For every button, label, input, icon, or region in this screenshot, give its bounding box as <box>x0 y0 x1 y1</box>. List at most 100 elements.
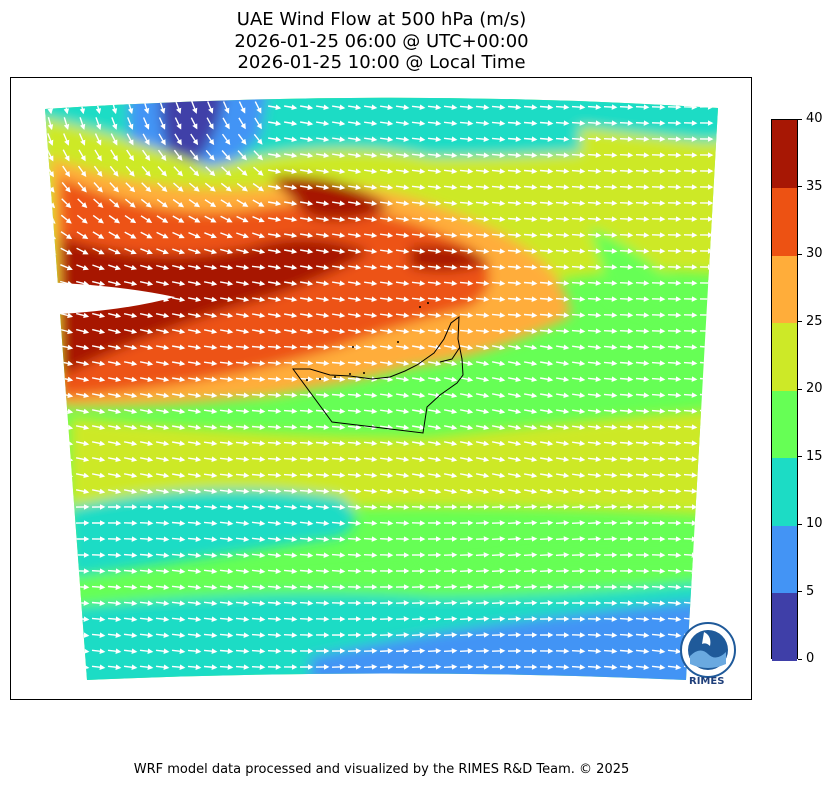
wind-arrow <box>91 440 106 447</box>
wind-arrow <box>683 424 698 430</box>
internal-border <box>439 346 461 363</box>
wind-arrow <box>555 456 570 463</box>
wind-arrow <box>220 232 233 239</box>
wind-arrow <box>364 312 378 319</box>
wind-arrow <box>267 184 282 191</box>
wind-arrow <box>411 648 426 654</box>
wind-arrow <box>283 552 298 558</box>
wind-arrow <box>141 165 151 177</box>
wind-arrow <box>77 182 87 193</box>
wind-arrow <box>251 488 266 494</box>
wind-arrow <box>443 248 458 254</box>
wind-arrow <box>619 296 634 302</box>
colorbar-tick <box>798 388 802 390</box>
wind-arrow <box>571 328 586 334</box>
wind-arrow <box>683 456 698 462</box>
wind-arrow <box>172 264 186 271</box>
wind-arrow <box>380 472 394 479</box>
wind-arrow <box>108 280 122 287</box>
wind-arrow <box>267 344 282 350</box>
wind-arrow <box>539 200 554 206</box>
wind-arrow <box>107 600 122 606</box>
wind-arrow <box>157 149 167 162</box>
wind-arrow <box>507 568 522 574</box>
wind-arrow <box>139 376 154 383</box>
wind-arrow <box>155 472 170 479</box>
wind-arrow <box>603 232 618 238</box>
wind-arrow <box>204 232 217 239</box>
wind-arrow <box>411 136 426 142</box>
wind-arrow <box>395 424 410 431</box>
wind-arrow <box>635 104 650 110</box>
wind-arrow <box>395 392 410 399</box>
wind-arrow <box>603 296 618 302</box>
wind-arrow <box>443 312 458 318</box>
wind-arrow <box>443 632 458 638</box>
wind-arrow <box>92 328 106 335</box>
wind-arrow <box>331 216 346 223</box>
wind-arrow <box>299 104 314 111</box>
wind-arrow <box>203 504 218 510</box>
wind-arrow <box>651 584 666 590</box>
wind-arrow <box>364 232 378 239</box>
wind-arrow <box>124 198 136 208</box>
wind-arrow <box>555 408 570 415</box>
wind-arrow <box>187 488 202 495</box>
wind-arrow <box>347 488 362 494</box>
wind-arrow <box>45 664 58 670</box>
wind-arrow <box>173 166 184 177</box>
wind-arrow <box>140 215 153 223</box>
wind-arrow <box>252 182 265 192</box>
wind-arrow <box>124 215 137 224</box>
wind-arrow <box>91 360 106 367</box>
wind-arrow <box>603 408 618 414</box>
wind-arrow <box>220 182 232 192</box>
wind-arrow <box>283 376 298 382</box>
wind-arrow <box>155 280 170 287</box>
wind-arrow <box>59 456 74 463</box>
wind-arrow <box>443 440 458 447</box>
wind-arrow <box>347 552 362 558</box>
wind-arrow <box>171 616 186 622</box>
wind-arrow <box>315 168 330 175</box>
wind-arrow <box>331 232 346 239</box>
wind-arrow <box>267 328 282 335</box>
wind-arrow <box>411 488 426 495</box>
wind-arrow <box>587 440 602 446</box>
wind-arrow <box>427 488 442 495</box>
wind-arrow <box>75 360 90 367</box>
wind-arrow <box>523 312 538 318</box>
wind-arrow <box>651 472 666 478</box>
wind-arrow <box>364 280 378 287</box>
wind-arrow <box>459 168 474 174</box>
wind-arrow <box>139 632 154 638</box>
wind-arrow <box>443 616 458 622</box>
wind-arrow <box>523 376 538 383</box>
wind-arrow <box>283 440 298 446</box>
wind-arrow <box>107 456 122 463</box>
wind-arrow <box>187 312 202 319</box>
wind-arrow <box>171 440 186 447</box>
wind-arrow <box>75 456 90 463</box>
wind-arrow <box>254 101 262 114</box>
wind-arrow <box>347 184 362 191</box>
wind-arrow <box>251 552 266 558</box>
wind-arrow <box>235 568 250 574</box>
wind-arrow <box>459 104 474 110</box>
wind-arrow <box>155 584 170 590</box>
wind-arrow <box>61 181 71 193</box>
wind-arrow <box>619 328 634 334</box>
wind-arrow <box>315 216 330 223</box>
wind-arrow <box>507 392 522 399</box>
wind-arrow <box>427 664 442 670</box>
wind-arrow <box>315 520 330 526</box>
wind-arrow <box>235 360 250 366</box>
colorbar-segment <box>772 592 797 661</box>
wind-arrow <box>171 568 186 574</box>
wind-arrow <box>635 616 650 622</box>
wind-arrow <box>411 248 426 254</box>
wind-arrow <box>523 472 538 479</box>
wind-arrow <box>380 136 394 143</box>
wind-arrow <box>251 504 266 510</box>
wind-arrow <box>427 424 442 431</box>
